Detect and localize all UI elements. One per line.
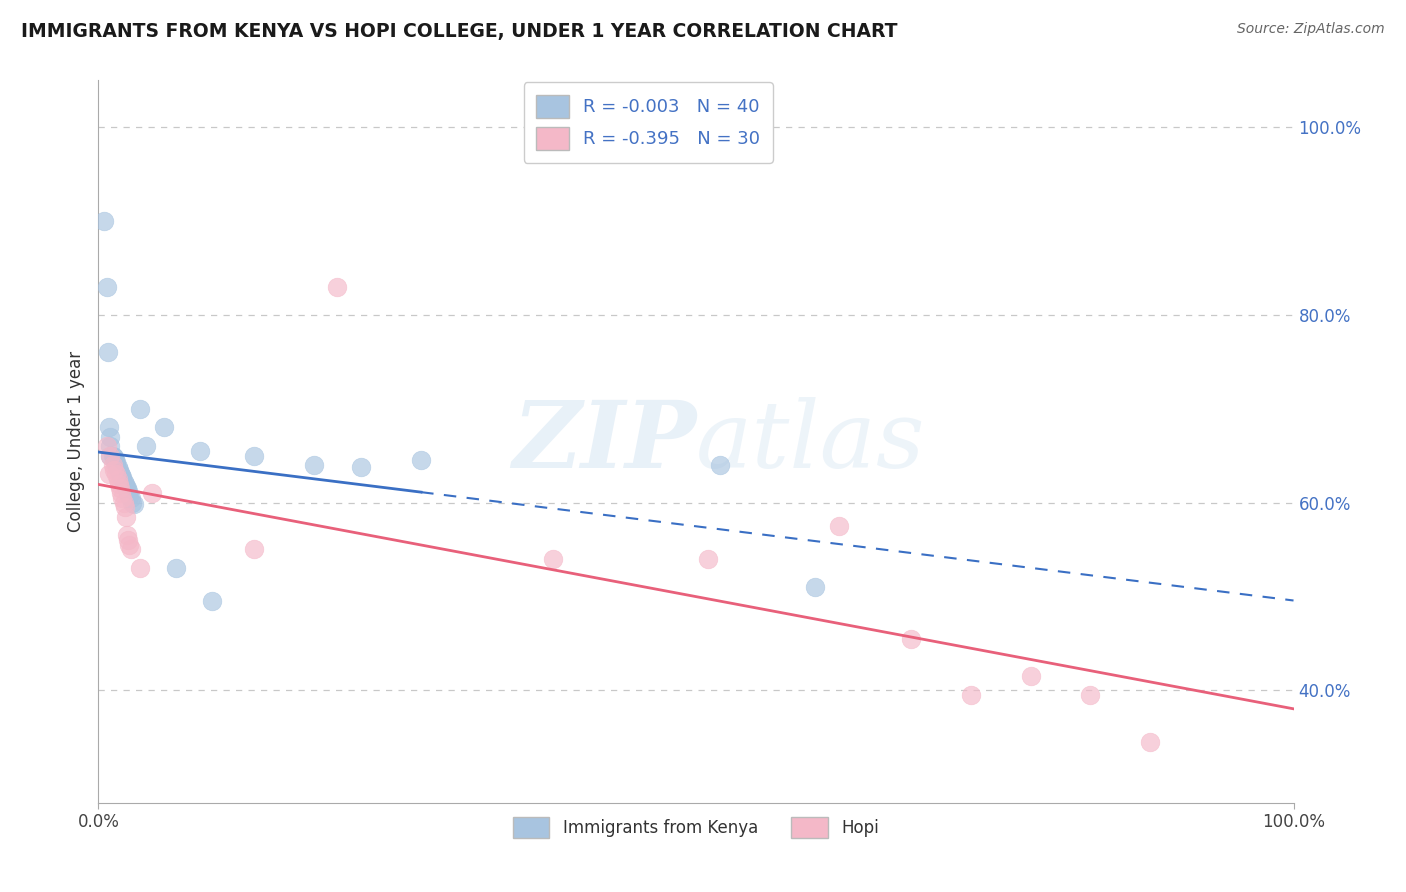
Point — [110, 468, 132, 483]
Point — [105, 458, 128, 472]
Point — [115, 509, 138, 524]
Point — [117, 533, 139, 547]
Point — [103, 463, 125, 477]
Text: ZIP: ZIP — [512, 397, 696, 486]
Point — [114, 500, 136, 515]
Point — [118, 489, 141, 503]
Point — [110, 486, 132, 500]
Point — [124, 497, 146, 511]
Point — [350, 459, 373, 474]
Point — [1019, 669, 1042, 683]
Point — [165, 561, 187, 575]
Point — [98, 467, 121, 482]
Point — [243, 542, 266, 557]
Point — [111, 470, 134, 484]
Point — [141, 486, 163, 500]
Point — [105, 467, 128, 482]
Point — [98, 430, 122, 444]
Point — [117, 484, 139, 499]
Point — [135, 439, 157, 453]
Point — [96, 439, 118, 453]
Text: atlas: atlas — [696, 397, 925, 486]
Point — [697, 551, 720, 566]
Point — [188, 444, 211, 458]
Point — [98, 449, 122, 463]
Point — [900, 632, 922, 646]
Point — [1139, 735, 1161, 749]
Point — [112, 475, 135, 489]
Point — [103, 450, 125, 465]
Point — [98, 439, 122, 453]
Point — [101, 449, 124, 463]
Point — [111, 472, 134, 486]
Text: IMMIGRANTS FROM KENYA VS HOPI COLLEGE, UNDER 1 YEAR CORRELATION CHART: IMMIGRANTS FROM KENYA VS HOPI COLLEGE, U… — [21, 22, 897, 41]
Legend: Immigrants from Kenya, Hopi: Immigrants from Kenya, Hopi — [506, 810, 886, 845]
Point — [98, 420, 121, 434]
Point — [105, 455, 128, 469]
Point — [115, 528, 138, 542]
Point — [108, 482, 131, 496]
Point — [709, 458, 731, 472]
Point — [104, 453, 127, 467]
Point — [129, 561, 152, 575]
Y-axis label: College, Under 1 year: College, Under 1 year — [66, 351, 84, 533]
Point — [243, 449, 266, 463]
Point — [101, 458, 124, 472]
Point — [302, 458, 325, 472]
Point — [107, 459, 129, 474]
Point — [97, 345, 120, 359]
Point — [96, 279, 118, 293]
Point — [98, 449, 122, 463]
Point — [111, 491, 134, 505]
Point — [541, 551, 564, 566]
Point — [115, 479, 138, 493]
Text: Source: ZipAtlas.com: Source: ZipAtlas.com — [1237, 22, 1385, 37]
Point — [129, 401, 152, 416]
Point — [828, 519, 851, 533]
Point — [960, 688, 983, 702]
Point — [326, 279, 349, 293]
Point — [411, 453, 433, 467]
Point — [1080, 688, 1102, 702]
Point — [201, 594, 224, 608]
Point — [114, 476, 136, 491]
Point — [108, 466, 131, 480]
Point — [117, 486, 139, 500]
Point — [107, 476, 129, 491]
Point — [120, 542, 142, 557]
Point — [93, 214, 115, 228]
Point — [804, 580, 827, 594]
Point — [121, 495, 143, 509]
Point — [120, 491, 142, 505]
Point — [107, 472, 129, 486]
Point — [118, 538, 141, 552]
Point — [112, 495, 135, 509]
Point — [153, 420, 176, 434]
Point — [115, 482, 138, 496]
Point — [107, 463, 129, 477]
